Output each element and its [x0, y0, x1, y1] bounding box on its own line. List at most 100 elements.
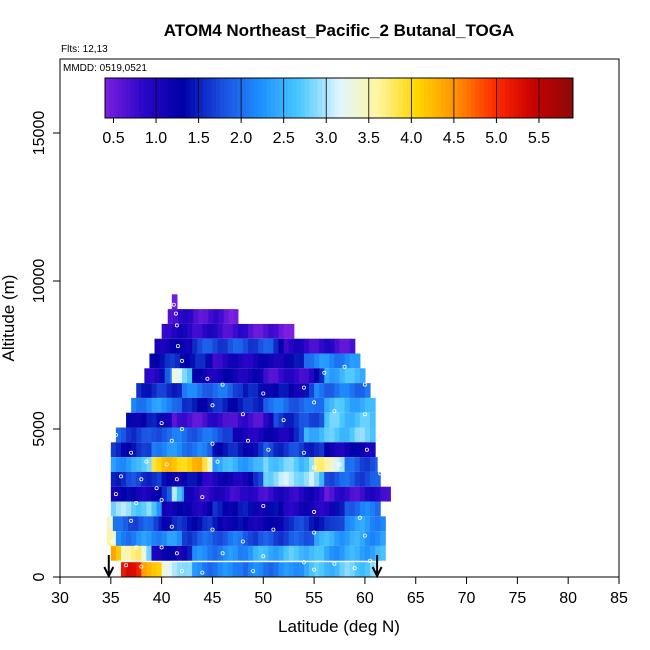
heat-cell — [283, 486, 290, 502]
heat-cell — [248, 562, 254, 577]
heat-cell — [263, 412, 269, 428]
heat-cell — [222, 427, 229, 443]
colorbar-tick-label: 1.0 — [145, 130, 167, 147]
heat-cell — [309, 397, 315, 413]
heat-cell — [207, 531, 214, 546]
heat-cell — [354, 562, 361, 577]
colorbar-frame — [104, 77, 574, 119]
heat-cell — [303, 486, 310, 502]
heat-cell — [248, 531, 254, 546]
heat-cell — [375, 501, 381, 517]
heat-cell — [189, 486, 195, 502]
heat-cell — [166, 486, 173, 502]
heat-cell — [141, 486, 147, 502]
heat-cell — [263, 562, 269, 577]
heat-cell — [190, 338, 193, 354]
heat-cell — [263, 383, 269, 398]
heat-cell — [217, 442, 224, 458]
heat-cell — [217, 501, 224, 517]
colorbar-strip — [292, 78, 297, 118]
heat-cell — [283, 545, 290, 561]
colorbar-strip — [343, 78, 348, 118]
heat-cell — [354, 397, 361, 413]
heat-cell — [179, 338, 186, 354]
colorbar-strip — [475, 78, 480, 118]
colorbar-strip — [377, 78, 383, 118]
heat-cell — [146, 383, 153, 398]
heat-cell — [334, 427, 341, 443]
heat-cell — [242, 457, 249, 472]
colorbar-strip — [470, 78, 476, 118]
heat-cell — [339, 501, 346, 517]
heat-cell — [115, 486, 122, 502]
x-tick-label: 30 — [51, 590, 69, 607]
heat-cell — [192, 338, 198, 354]
heat-cell — [227, 338, 234, 354]
heat-cell — [212, 516, 219, 532]
heat-cell — [349, 457, 356, 472]
sample-points — [106, 302, 383, 575]
heat-cell — [263, 486, 269, 502]
heat-cell — [334, 383, 341, 398]
heat-cell — [359, 545, 366, 561]
heat-cell — [161, 412, 168, 428]
heat-cell — [207, 442, 214, 458]
heat-cell — [248, 442, 254, 458]
heat-cell — [237, 383, 244, 398]
heat-cell — [138, 516, 144, 532]
sample-point — [261, 391, 266, 396]
heat-cell — [207, 457, 214, 472]
heat-cell — [268, 323, 275, 339]
heat-cell — [349, 397, 356, 413]
heat-cell — [146, 457, 153, 472]
heat-cell — [171, 471, 178, 487]
heat-cell — [192, 471, 198, 487]
heat-cell — [151, 471, 158, 487]
heat-cell — [349, 486, 356, 502]
heat-cell — [339, 457, 346, 472]
heat-cell — [217, 562, 224, 577]
heat-cell — [334, 486, 341, 502]
heat-cell — [131, 457, 137, 472]
heat-cell — [207, 368, 214, 384]
heat-cell — [222, 501, 229, 517]
heat-cell — [329, 562, 336, 577]
colorbar-strip — [415, 78, 421, 118]
x-tick-label: 45 — [204, 590, 222, 607]
heat-cell — [293, 353, 300, 369]
colorbar-strip — [309, 78, 314, 118]
heat-cell — [273, 457, 280, 472]
heat-cell — [293, 338, 300, 354]
heat-cell — [217, 397, 224, 413]
sample-point — [301, 450, 306, 455]
heat-cell — [242, 323, 249, 339]
heat-cell — [176, 531, 183, 546]
heat-cell — [222, 383, 229, 398]
heat-cell — [217, 368, 224, 384]
heat-cell — [171, 545, 178, 561]
heat-cell — [344, 457, 351, 472]
colorbar-strip — [462, 78, 468, 118]
heat-cell — [111, 516, 114, 532]
sample-point — [378, 471, 383, 476]
heat-cell — [128, 516, 134, 532]
heat-cell — [202, 427, 208, 443]
heat-cell — [131, 531, 137, 546]
colorbar-strip — [398, 78, 404, 118]
colorbar-strip — [538, 78, 544, 118]
colorbar-strip — [424, 78, 429, 118]
heat-cell — [324, 545, 330, 561]
heat-cell — [349, 516, 356, 532]
heat-cell — [309, 383, 315, 398]
heat-cell — [354, 531, 361, 546]
heat-cell — [242, 368, 249, 384]
heat-cell — [359, 501, 366, 517]
heat-cell — [268, 531, 275, 546]
colorbar-tick-label: 2.0 — [230, 130, 252, 147]
heat-cell — [156, 562, 163, 577]
flight-arrows — [103, 555, 383, 579]
heat-cell — [339, 562, 346, 577]
heat-cell — [329, 501, 336, 517]
heat-cell — [166, 397, 173, 413]
sample-point — [251, 569, 256, 574]
